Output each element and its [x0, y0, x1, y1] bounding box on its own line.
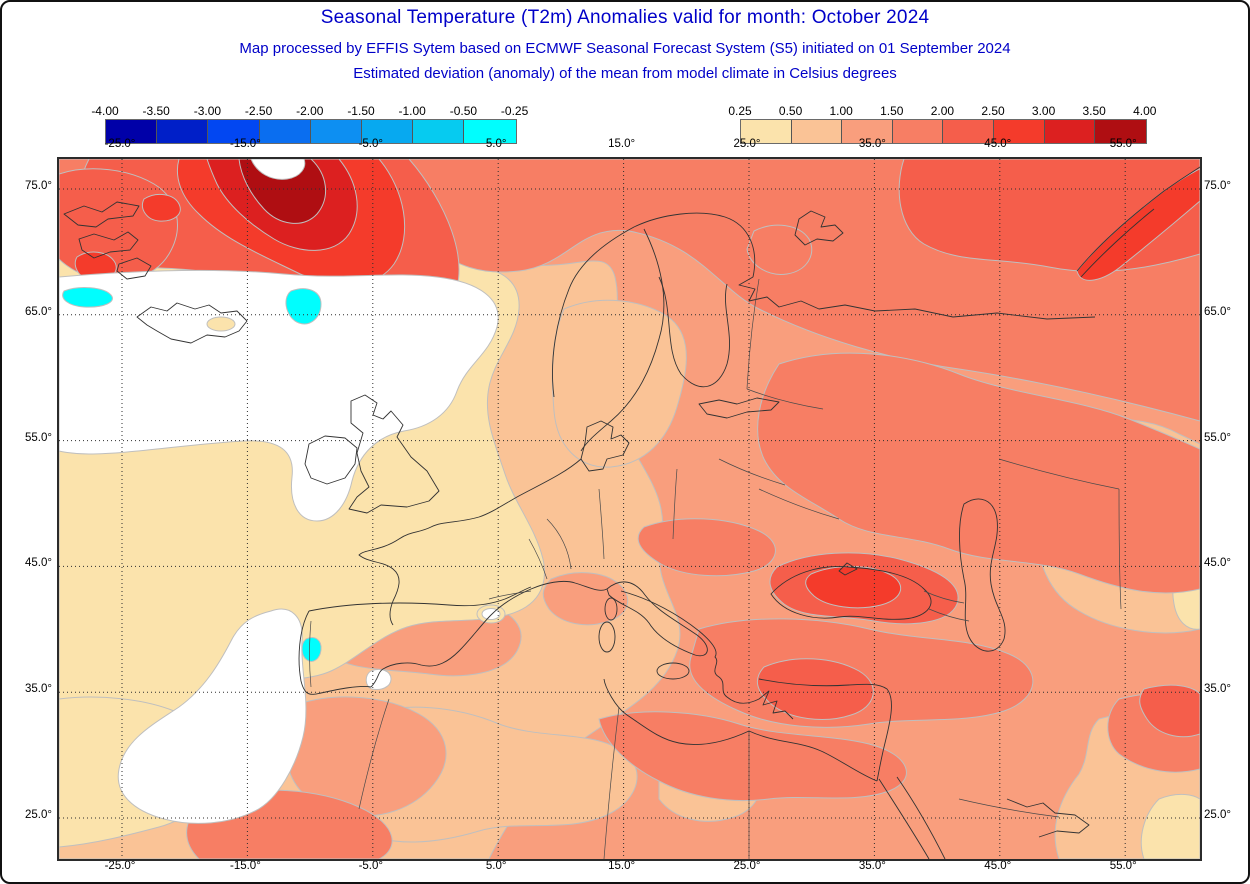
x-axis-label-bottom: -5.0° — [358, 860, 383, 872]
colorbar-tick-label: -3.50 — [142, 104, 170, 118]
colorbar-tick-label: 0.50 — [778, 104, 803, 118]
map-canvas — [59, 159, 1200, 859]
subtitle-line-1: Map processed by EFFIS Sytem based on EC… — [239, 40, 1011, 57]
y-axis-label-right: 55.0° — [1204, 431, 1231, 444]
colorbar-cell — [310, 120, 362, 143]
cold-anomaly-spots — [62, 287, 322, 662]
y-axis-label-left: 45.0° — [25, 557, 52, 570]
x-axis-label-top: 35.0° — [858, 138, 886, 150]
colorbar-cell — [106, 120, 158, 143]
colorbar-tick-label: -4.00 — [91, 104, 119, 118]
subtitle-line-2: Estimated deviation (anomaly) of the mea… — [353, 65, 897, 82]
colorbar-cell — [1044, 120, 1096, 143]
colorbar-cell — [993, 120, 1045, 143]
y-axis-label-right: 35.0° — [1204, 683, 1231, 696]
y-axis-label-right: 65.0° — [1204, 305, 1231, 318]
y-axis-label-right: 75.0° — [1204, 180, 1231, 192]
colorbar-cell — [791, 120, 843, 143]
y-axis-label-left: 35.0° — [25, 683, 52, 696]
x-axis-label-bottom: 35.0° — [858, 860, 886, 872]
x-axis-label-bottom: -25.0° — [104, 860, 136, 872]
colorbar-tick-label: -2.50 — [244, 104, 273, 118]
positive-anomaly-colorbar: 0.25 0.50 1.00 1.50 2.00 2.50 3.00 3.50 4.00 — [728, 104, 1156, 148]
colorbar-tick-label: -3.00 — [193, 104, 222, 118]
colorbar-tick-label: -0.25 — [500, 104, 529, 118]
y-axis-label-left: 75.0° — [25, 180, 52, 192]
colorbar-cells — [740, 119, 1147, 144]
colorbar-tick-label: -1.00 — [398, 104, 426, 118]
colorbar-cell — [208, 120, 260, 143]
x-axis-label-bottom: 25.0° — [733, 860, 761, 872]
colorbar-tick-label: -1.50 — [347, 104, 375, 118]
y-axis-label-right: 45.0° — [1204, 557, 1231, 570]
x-axis-label-top: -5.0° — [358, 138, 383, 150]
x-axis-label-bottom: 55.0° — [1109, 860, 1137, 872]
y-axis-label-left: 65.0° — [25, 305, 52, 318]
x-axis-label-top: -25.0° — [104, 138, 136, 150]
map-frame — [57, 157, 1202, 861]
colorbar-cell — [741, 120, 792, 143]
colorbar-cell — [157, 120, 209, 143]
y-axis-label-left: 55.0° — [25, 431, 52, 444]
colorbar-cell — [413, 120, 465, 143]
colorbar-tick-label: 0.25 — [728, 104, 752, 118]
x-axis-label-top: 25.0° — [733, 138, 761, 150]
graticule-grid — [59, 159, 1200, 859]
colorbar-cell — [842, 120, 893, 143]
colorbar-tick-label: 2.00 — [930, 104, 955, 118]
x-axis-label-top: 55.0° — [1109, 138, 1137, 150]
x-axis-label-bottom: 45.0° — [984, 860, 1012, 872]
colorbar-cell — [361, 120, 414, 143]
x-axis-label-top: 5.0° — [485, 138, 507, 150]
y-axis-label-left: 25.0° — [25, 809, 52, 821]
colorbar-cell — [943, 120, 994, 143]
colorbar-tick-label: 3.00 — [1031, 104, 1056, 118]
colorbar-tick-label: 1.50 — [880, 104, 904, 118]
no-data-regions — [59, 269, 501, 824]
page-title: Seasonal Temperature (T2m) Anomalies val… — [320, 7, 930, 28]
x-axis-label-bottom: -15.0° — [229, 860, 261, 872]
colorbar-tick-label: 3.50 — [1082, 104, 1106, 118]
colorbar-cell — [464, 120, 516, 143]
colorbar-cell — [259, 120, 311, 143]
colorbar-tick-label: 1.00 — [829, 104, 853, 118]
x-axis-label-bottom: 5.0° — [485, 860, 507, 872]
anomaly-regions-3_00-4_00 — [206, 159, 358, 251]
colorbar-cell — [892, 120, 944, 143]
colorbar-tick-label: -2.00 — [296, 104, 324, 118]
x-axis-label-bottom: 15.0° — [608, 860, 636, 872]
country-borders — [309, 278, 1122, 859]
colorbar-cells — [105, 119, 517, 144]
x-axis-label-top: 15.0° — [608, 138, 636, 150]
colorbar-tick-label: -0.50 — [449, 104, 478, 118]
colorbar-tick-label: 2.50 — [981, 104, 1005, 118]
coastlines — [63, 166, 1200, 859]
negative-anomaly-colorbar: -4.00 -3.50 -3.00 -2.50 -2.00 -1.50 -1.00 -0.50… — [91, 104, 528, 148]
colorbar-tick-label: 4.00 — [1133, 104, 1157, 118]
x-axis-label-top: 45.0° — [984, 138, 1012, 150]
y-axis-label-right: 25.0° — [1204, 809, 1231, 821]
x-axis-label-top: -15.0° — [229, 138, 261, 150]
colorbar-cell — [1095, 120, 1146, 143]
